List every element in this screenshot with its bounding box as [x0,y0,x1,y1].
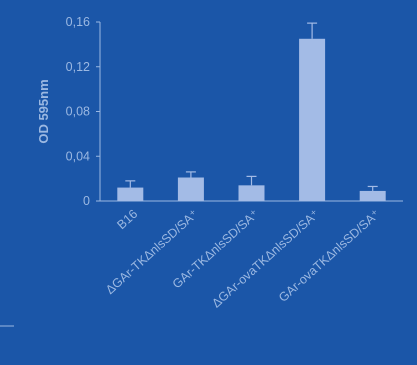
category-label: B16 [114,207,140,232]
y-axis-label: OD 595nm [36,79,51,143]
bar [178,178,204,201]
y-tick-label: 0,16 [66,15,90,29]
category-label: GAr-ovaTKΔnlsSD/SA⁺ [276,207,383,305]
bar [299,39,325,201]
bar [360,191,386,201]
bar [117,188,143,201]
y-tick-label: 0 [83,194,90,208]
bar [239,185,265,201]
y-tick-label: 0,08 [66,105,90,119]
y-tick-label: 0,12 [66,60,90,74]
category-labels: B16ΔGAr-TKΔnlsSD/SA⁺GAr-TKΔnlsSD/SA⁺ΔGAr… [103,207,383,311]
y-axis: 0 0,04 0,08 0,12 0,16 [66,15,100,208]
error-bars [125,23,377,191]
category-label: ΔGAr-ovaTKΔnlsSD/SA⁺ [209,207,322,311]
y-tick-label: 0,04 [66,149,90,163]
